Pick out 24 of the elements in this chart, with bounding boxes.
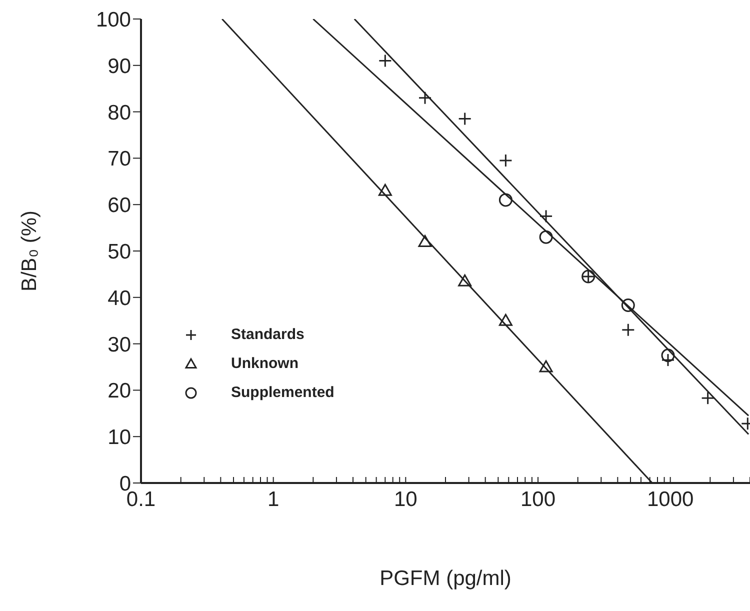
y-tick-label: 90 [108, 54, 131, 78]
x-tick-label: 100 [520, 488, 556, 511]
point [498, 314, 512, 326]
x-tick-label: 1 [267, 488, 280, 511]
y-tick-label: 80 [108, 101, 131, 124]
legend-label: Supplemented [231, 384, 334, 401]
y-tick-label: 30 [108, 333, 131, 356]
y-tick-label: 60 [108, 194, 131, 218]
y-tick-label: 20 [108, 380, 131, 403]
x-tick-label: 10 [394, 488, 418, 511]
legend-label: Unknown [231, 355, 298, 372]
x-tick-label: 1000 [646, 488, 694, 511]
y-tick-label: 10 [108, 426, 131, 450]
y-tick-label: 70 [108, 148, 131, 171]
point [539, 360, 553, 372]
point [378, 184, 392, 196]
y-tick-label: 100 [96, 8, 131, 32]
y-axis-title: B/B₀ (%) [18, 210, 41, 292]
legend-label: Standards [231, 326, 304, 343]
point [458, 274, 472, 286]
x-axis-title: PGFM (pg/ml) [380, 567, 512, 590]
y-tick-label: 50 [108, 240, 131, 264]
point [418, 234, 432, 247]
y-tick-label: 40 [108, 286, 131, 310]
